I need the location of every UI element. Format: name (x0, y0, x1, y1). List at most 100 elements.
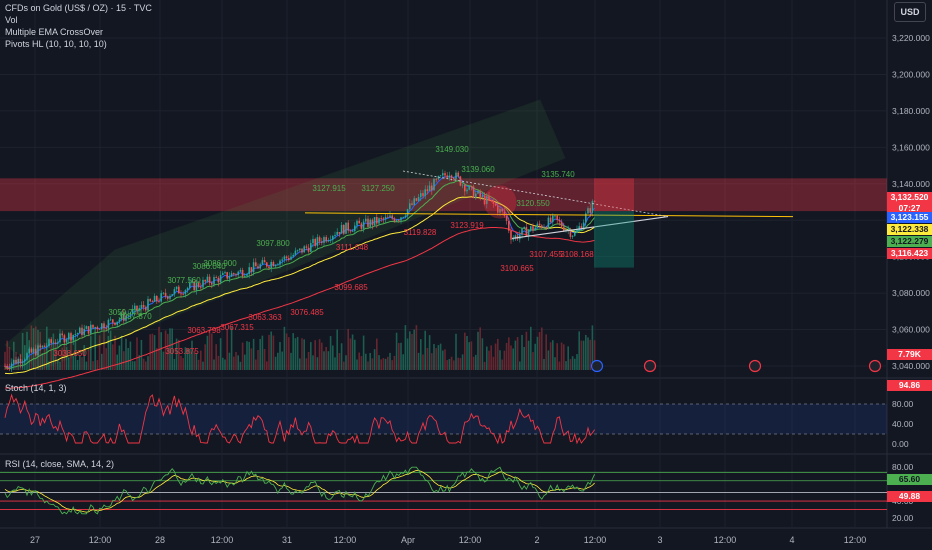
candle-body (351, 231, 354, 232)
candle-body (19, 358, 22, 364)
candle-body (290, 256, 292, 260)
rsi-tick-label: 80.00 (892, 462, 914, 472)
volume-bar (74, 337, 77, 370)
stoch-title[interactable]: Stoch (14, 1, 3) (5, 383, 67, 393)
volume-bar (453, 360, 455, 370)
volume-bar (318, 339, 321, 370)
candle-body (59, 333, 61, 343)
volume-bar (195, 352, 198, 370)
candle-body (131, 309, 134, 315)
stoch-band (0, 404, 887, 434)
volume-bar (310, 342, 312, 370)
volume-bar (466, 336, 468, 370)
rsi-value-label: 65.60 (887, 474, 932, 485)
volume-bar (189, 348, 191, 370)
legend-pivots[interactable]: Pivots HL (10, 10, 10, 10) (5, 39, 107, 49)
time-tick-label: 12:00 (459, 535, 482, 545)
volume-bar (171, 328, 173, 370)
candle-body (167, 296, 169, 299)
ascending-channel (4, 99, 566, 371)
candle-body (145, 307, 147, 311)
volume-bar (464, 332, 466, 370)
candle-body (129, 314, 132, 316)
stoch-tick-label: 40.00 (892, 419, 914, 429)
candle-body (541, 225, 543, 228)
time-tick-label: 12:00 (89, 535, 112, 545)
volume-bar (501, 359, 503, 370)
candle-body (169, 295, 171, 299)
price-axis-label: 3,123.155 (887, 212, 932, 223)
candle-body (259, 264, 261, 269)
candle-body (448, 175, 451, 178)
volume-bar (433, 344, 435, 370)
volume-bar (202, 361, 204, 370)
candle-body (197, 282, 200, 287)
currency-button[interactable]: USD (894, 2, 926, 22)
volume-bar (327, 351, 330, 370)
candle-body (571, 235, 574, 237)
candle-body (422, 193, 424, 196)
volume-bar (184, 347, 187, 370)
candle-body (521, 228, 523, 235)
rsi-title[interactable]: RSI (14, close, SMA, 14, 2) (5, 459, 115, 469)
candle-body (215, 277, 217, 278)
legend-ema[interactable]: Multiple EMA CrossOver (5, 27, 104, 37)
candle-body (578, 226, 580, 230)
us-flag-event-icon (748, 359, 762, 373)
volume-bar (345, 355, 347, 370)
candle-body (292, 254, 294, 257)
candle-body (109, 319, 112, 321)
candle-body (455, 172, 457, 179)
volume-bar (94, 326, 96, 370)
candle-body (261, 260, 264, 265)
candle-body (307, 247, 310, 252)
volume-bar (525, 331, 528, 370)
volume-bar (292, 333, 294, 370)
volume-bar (558, 361, 561, 370)
volume-bar (193, 350, 195, 370)
rsi-ma-value-label: 49.88 (887, 491, 932, 502)
legend-symbol[interactable]: CFDs on Gold (US$ / OZ) · 15 · TVC (5, 3, 152, 13)
volume-bar (547, 350, 550, 370)
volume-bar (178, 339, 180, 370)
pivot-high-label: 3127.915 (312, 184, 346, 193)
volume-bar (486, 346, 488, 370)
candle-body (10, 363, 13, 369)
candle-body (530, 226, 532, 231)
volume-bar (138, 355, 140, 370)
candle-body (101, 323, 103, 330)
candle-body (558, 219, 561, 222)
us-flag-event-icon (643, 359, 657, 373)
volume-bar (134, 361, 136, 370)
volume-bar (428, 335, 431, 370)
volume-bar (219, 338, 222, 370)
volume-bar (54, 342, 57, 370)
volume-bar (382, 358, 385, 370)
volume-bar (334, 357, 336, 370)
volume-bar (332, 345, 334, 370)
candle-body (409, 203, 411, 210)
candle-body (92, 324, 94, 328)
candle-body (468, 186, 470, 190)
volume-bar (41, 353, 44, 370)
candle-body (189, 282, 191, 288)
volume-bar (354, 339, 356, 370)
volume-bar (246, 341, 248, 370)
legend-vol[interactable]: Vol (5, 15, 18, 25)
volume-bar (340, 343, 343, 370)
volume-bar (261, 335, 264, 370)
pivot-high-label: 3120.550 (516, 199, 550, 208)
volume-bar (160, 332, 162, 370)
volume-bar (532, 352, 534, 370)
candle-body (538, 223, 541, 226)
candle-body (162, 292, 165, 294)
volume-bar (208, 331, 211, 370)
volume-bar (417, 352, 420, 370)
candle-body (426, 189, 429, 192)
pivot-low-label: 3038.650 (53, 349, 87, 358)
volume-bar (186, 348, 189, 370)
candle-body (334, 234, 336, 237)
candle-body (180, 293, 182, 295)
candle-body (39, 345, 41, 348)
